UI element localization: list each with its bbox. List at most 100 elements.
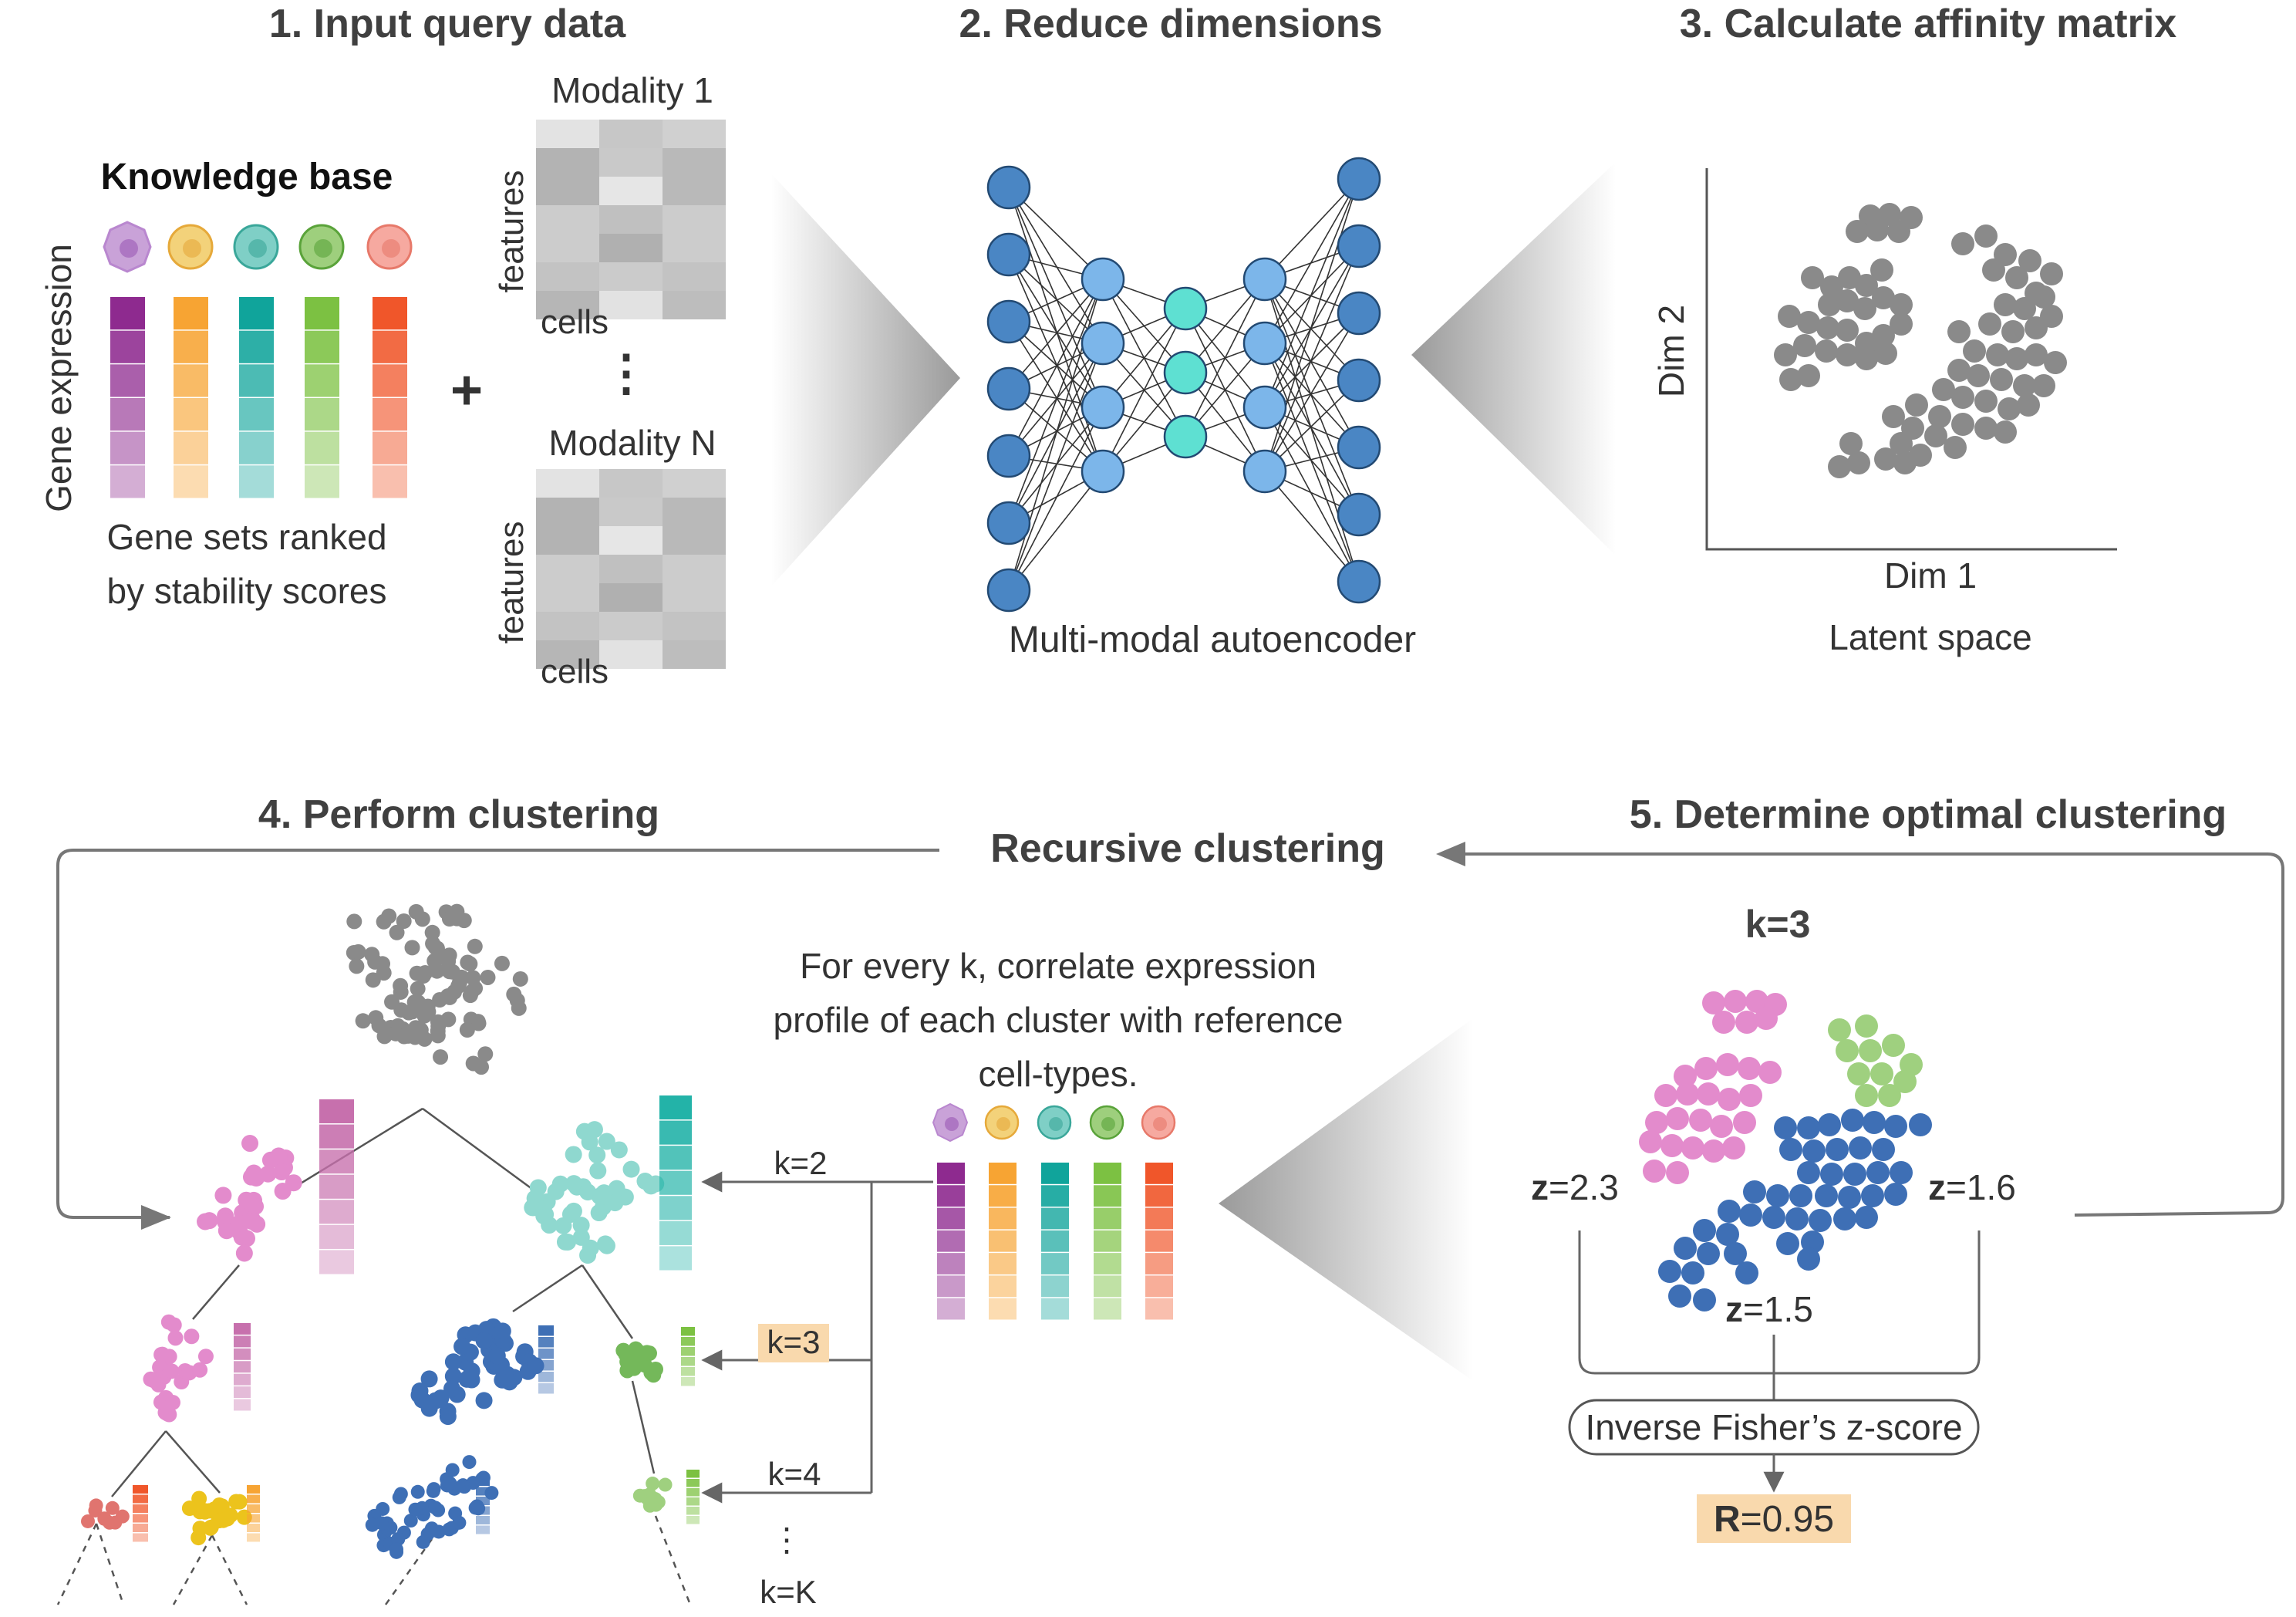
pink-optimal-point — [1666, 1161, 1689, 1184]
tree-continuation-branch — [56, 1523, 98, 1605]
matrix-cell — [663, 612, 726, 640]
blue-k3-bar-segment — [538, 1349, 554, 1359]
autoencoder-caption: Multi-modal autoencoder — [1009, 619, 1416, 660]
kb-bar-2-segment — [174, 330, 208, 363]
latent-point — [1893, 451, 1917, 474]
reference-bar-4-segment — [1094, 1298, 1121, 1320]
tree-branch — [292, 1107, 423, 1190]
red-k4-bar-segment — [133, 1504, 148, 1513]
blue-optimal-point — [1841, 1109, 1864, 1132]
green-k3-bar-segment — [681, 1347, 695, 1356]
step-2-title: 2. Reduce dimensions — [959, 2, 1382, 46]
tree-branch — [581, 1264, 634, 1339]
blue-cluster-point — [416, 1534, 430, 1549]
nn-connection — [1264, 178, 1360, 344]
blue-cluster-point — [443, 1476, 457, 1490]
reference-bar-1-segment — [937, 1298, 965, 1320]
reference-cell-type-icons — [103, 221, 413, 273]
nn-connection — [1008, 187, 1104, 472]
nn-node — [1081, 321, 1125, 366]
blue-cluster-point — [389, 1542, 404, 1557]
teal-cluster-point — [598, 1133, 615, 1150]
latent-point — [1774, 343, 1797, 366]
blue-optimal-point — [1779, 1138, 1802, 1161]
blue-k4-bar-segment — [476, 1506, 490, 1515]
matrix-cell — [663, 205, 726, 234]
latent-space-caption: Latent space — [1829, 617, 2031, 657]
blue-cluster-point — [488, 1347, 506, 1365]
pink-cluster-point — [214, 1187, 232, 1204]
recursive-loop-right — [1465, 852, 2284, 1217]
nn-connection — [1185, 279, 1266, 437]
blue-cluster-point — [428, 1501, 443, 1515]
reference-bar-1-segment — [937, 1275, 965, 1298]
tree-branch — [512, 1264, 583, 1313]
funnel-to-latent-space — [1411, 162, 1616, 555]
kb-bar-4-segment — [305, 330, 339, 363]
nn-connection — [1102, 308, 1186, 472]
cell-nucleus-icon — [1049, 1117, 1063, 1131]
cell-nucleus-icon — [1153, 1117, 1167, 1131]
reference-bar-1-segment — [937, 1163, 965, 1184]
pink-cluster-point — [192, 1362, 208, 1378]
pink-k3-bar-segment — [234, 1386, 251, 1399]
matrix-cell — [599, 120, 663, 148]
latent-point — [1998, 397, 2021, 420]
nn-connection — [1008, 321, 1104, 472]
root-cluster-point — [509, 992, 525, 1008]
teal-k2-bar-segment — [659, 1146, 692, 1170]
root-cluster-point — [470, 1014, 486, 1030]
nn-connection — [1264, 343, 1360, 515]
pink-optimal-point — [1689, 1109, 1712, 1132]
blue-optimal-point — [1724, 1242, 1747, 1265]
matrix-cell — [663, 469, 726, 498]
matrix-cell — [599, 148, 663, 177]
latent-point — [1986, 343, 2009, 366]
green-optimal-point — [1855, 1084, 1878, 1107]
root-cluster-point — [462, 987, 478, 1004]
latent-point — [1815, 339, 1838, 363]
tree-continuation-branch — [95, 1523, 125, 1605]
nn-connection — [1264, 279, 1360, 448]
matrix-cell — [663, 526, 726, 555]
reference-bar-3-segment — [1041, 1253, 1069, 1274]
blue-optimal-point — [1789, 1184, 1812, 1207]
latent-point — [1944, 436, 1967, 459]
root-cluster-point — [430, 1028, 446, 1044]
yellow-cluster-point — [181, 1501, 197, 1517]
cell-nucleus-icon — [120, 239, 138, 258]
teal-cluster-point — [606, 1194, 624, 1212]
root-cluster-point — [349, 958, 365, 974]
step-3-title: 3. Calculate affinity matrix — [1680, 2, 2177, 46]
z-score-green: z=1.6 — [1928, 1167, 2016, 1207]
latent-point — [1793, 334, 1816, 357]
nn-connection — [1264, 312, 1360, 472]
pink-cluster-point — [197, 1349, 214, 1365]
dim-2-label: Dim 2 — [1651, 305, 1691, 397]
teal-cluster-point — [582, 1239, 599, 1257]
root-cluster-point — [465, 1055, 481, 1072]
green-optimal-point — [1882, 1034, 1905, 1057]
reference-bar-5-segment — [1145, 1298, 1173, 1320]
blue-optimal-point — [1697, 1242, 1720, 1265]
blue-cluster-point — [365, 1517, 379, 1532]
latent-point — [1797, 364, 1820, 387]
root-cluster-point — [450, 978, 467, 994]
pink-cluster-point — [201, 1212, 218, 1230]
clustering-tree-branches — [56, 1107, 692, 1605]
pink-cluster-point — [184, 1328, 200, 1345]
pink-optimal-point — [1681, 1136, 1704, 1160]
red-cluster-point — [81, 1514, 96, 1528]
modality-1-features-label: features — [493, 170, 531, 293]
latent-point — [2005, 347, 2028, 370]
matrix-cell — [536, 148, 599, 177]
matrix-cell — [663, 640, 726, 669]
latent-point — [1928, 405, 1951, 428]
nn-node — [1242, 321, 1287, 366]
kb-bar-1-segment — [110, 297, 145, 330]
latent-point — [1951, 386, 1974, 409]
red-k4-bar-segment — [133, 1494, 148, 1504]
root-cluster-point — [384, 994, 400, 1010]
blue-optimal-point — [1735, 1261, 1758, 1284]
cell-nucleus-icon — [382, 239, 400, 258]
